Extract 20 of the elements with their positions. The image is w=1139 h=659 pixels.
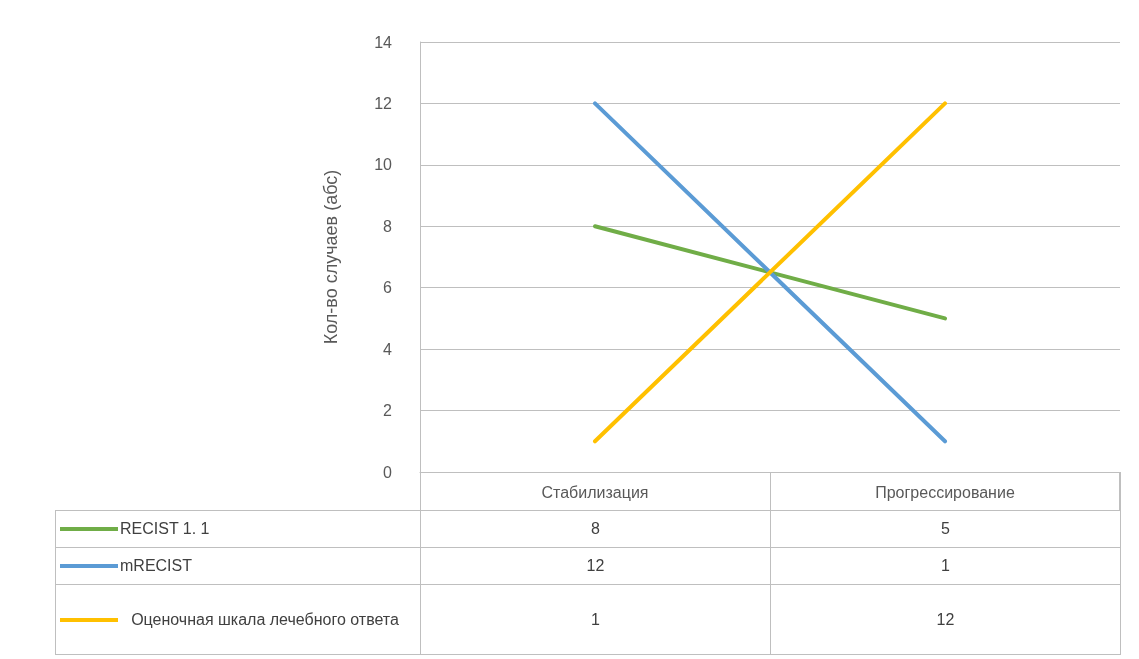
y-axis-title: Кол-во случаев (абс) <box>321 169 341 345</box>
y-tick-label: 14 <box>374 33 393 51</box>
legend-label: Оценочная шкала лечебного ответа <box>130 610 400 629</box>
data-label: 12 <box>420 547 771 585</box>
data-label: 1 <box>770 547 1121 585</box>
data-label: 5 <box>770 510 1121 548</box>
y-tick-label: 6 <box>383 279 393 297</box>
y-tick-label: 2 <box>383 402 393 420</box>
data-label: 1 <box>420 584 771 655</box>
data-label: 8 <box>420 510 771 548</box>
y-tick-label: 0 <box>383 463 393 481</box>
data-label: 12 <box>770 584 1121 655</box>
legend-label: mRECIST <box>120 557 193 575</box>
legend-label: RECIST 1. 1 <box>120 520 211 538</box>
y-tick-label: 8 <box>383 217 393 235</box>
y-tick-label: 4 <box>383 340 393 358</box>
x-tick-label: Стабилизация <box>541 483 649 501</box>
y-tick-label: 10 <box>374 156 393 174</box>
x-tick-label: Прогрессирование <box>875 483 1015 501</box>
y-tick-label: 12 <box>374 94 393 112</box>
